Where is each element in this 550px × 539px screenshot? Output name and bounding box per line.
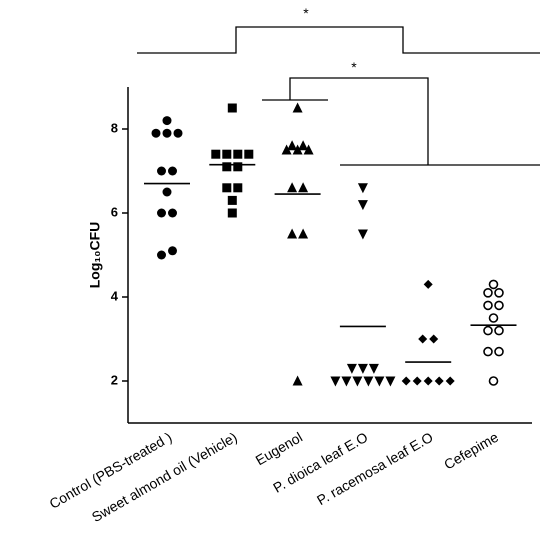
point xyxy=(157,208,166,218)
point xyxy=(287,182,298,193)
annotation: * xyxy=(303,5,309,21)
point xyxy=(412,376,422,386)
point xyxy=(488,376,499,386)
point xyxy=(281,144,292,155)
point xyxy=(168,166,177,176)
point xyxy=(341,376,352,387)
point xyxy=(298,140,309,151)
point xyxy=(374,376,385,387)
point xyxy=(222,183,232,193)
point xyxy=(488,279,499,290)
point xyxy=(292,102,303,113)
point xyxy=(483,346,493,357)
point xyxy=(227,208,237,218)
point xyxy=(287,228,298,239)
point xyxy=(157,166,166,176)
point xyxy=(292,375,303,386)
x-tick-label: P. racemosa leaf E.O xyxy=(314,429,436,509)
point xyxy=(168,246,177,256)
point xyxy=(233,149,243,159)
point xyxy=(244,149,254,159)
point xyxy=(330,376,341,387)
point xyxy=(363,376,374,387)
y-tick-label: 6 xyxy=(111,204,118,219)
bracket xyxy=(289,77,429,165)
point xyxy=(292,144,303,155)
point xyxy=(162,128,172,138)
point xyxy=(385,376,396,387)
point xyxy=(222,149,232,159)
point xyxy=(357,183,368,194)
point xyxy=(494,346,504,357)
point xyxy=(233,162,243,172)
x-tick-label: Cefepime xyxy=(441,429,501,473)
point xyxy=(445,376,455,386)
point xyxy=(211,149,221,159)
point xyxy=(222,162,232,172)
point xyxy=(357,200,368,211)
point xyxy=(434,376,444,386)
point xyxy=(227,103,237,113)
point xyxy=(368,363,379,374)
point xyxy=(346,363,357,374)
point xyxy=(233,183,243,193)
point xyxy=(157,250,166,260)
point xyxy=(494,325,504,336)
point xyxy=(357,229,368,240)
point xyxy=(423,376,433,386)
point xyxy=(483,300,493,311)
point xyxy=(423,279,433,289)
point xyxy=(357,363,368,374)
point xyxy=(303,144,314,155)
point xyxy=(298,182,309,193)
point xyxy=(162,187,172,197)
point xyxy=(401,376,411,386)
point xyxy=(494,287,504,298)
significance-brackets xyxy=(137,26,540,166)
point xyxy=(168,208,177,218)
x-tick-label: Eugenol xyxy=(253,429,306,469)
point xyxy=(227,195,237,205)
point xyxy=(483,325,493,336)
point xyxy=(287,140,298,151)
point xyxy=(488,313,499,323)
point xyxy=(418,334,428,344)
point xyxy=(173,128,183,138)
y-tick-label: 4 xyxy=(111,288,119,303)
bracket xyxy=(137,26,540,54)
annotation: * xyxy=(351,59,357,75)
point xyxy=(151,128,161,138)
point xyxy=(162,116,172,126)
point xyxy=(429,334,439,344)
y-tick-label: 8 xyxy=(111,120,118,135)
point xyxy=(494,300,504,311)
y-tick-label: 2 xyxy=(111,372,118,387)
point xyxy=(352,376,363,387)
point xyxy=(483,287,493,298)
y-axis-label: Log₁₀CFU xyxy=(87,222,103,289)
point xyxy=(298,228,309,239)
